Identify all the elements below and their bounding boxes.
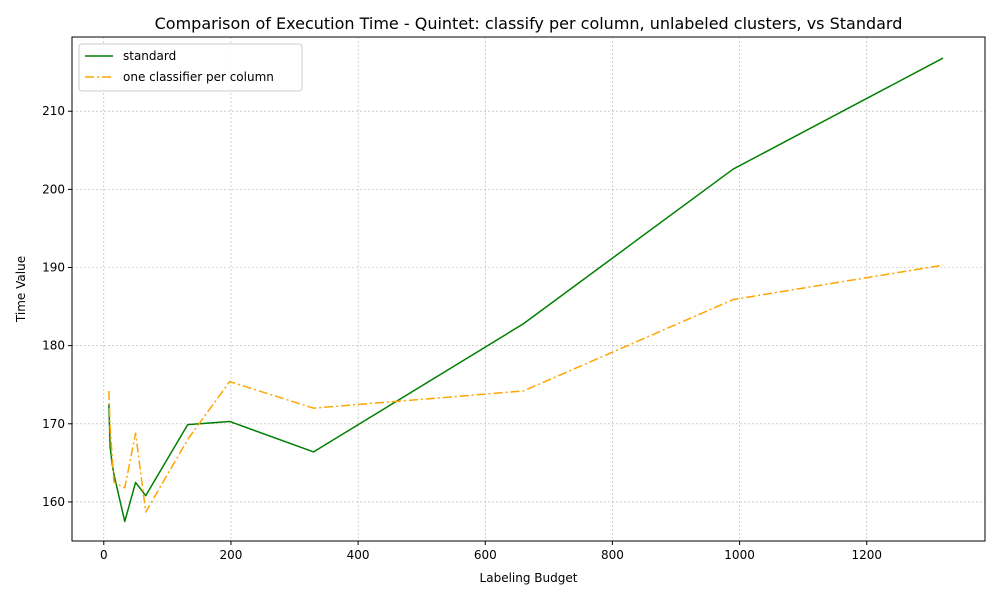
y-tick-label: 200 <box>42 182 65 196</box>
y-axis: 160 170 180 190 200 210 <box>42 104 72 509</box>
x-tick-label: 1000 <box>724 548 755 562</box>
x-axis-label: Labeling Budget <box>480 571 578 585</box>
y-tick-label: 160 <box>42 495 65 509</box>
y-tick-label: 170 <box>42 417 65 431</box>
legend-box <box>78 43 303 92</box>
x-tick-label: 800 <box>601 548 624 562</box>
plot-frame <box>71 36 986 542</box>
y-tick-label: 180 <box>42 339 65 353</box>
x-tick-label: 600 <box>474 548 497 562</box>
x-tick-label: 0 <box>100 548 108 562</box>
legend: standard one classifier per column <box>78 43 303 92</box>
x-axis: 0 200 400 600 800 1000 1200 <box>100 541 882 562</box>
legend-label-one-classifier-per-column: one classifier per column <box>123 70 274 84</box>
y-tick-label: 190 <box>42 261 65 275</box>
legend-label-standard: standard <box>123 49 176 63</box>
grid <box>72 37 985 541</box>
series-line-one-classifier-per-column <box>108 264 944 513</box>
x-tick-label: 200 <box>219 548 242 562</box>
x-tick-label: 400 <box>347 548 370 562</box>
y-tick-label: 210 <box>42 104 65 118</box>
x-tick-label: 1200 <box>851 548 882 562</box>
series-layer <box>108 57 944 523</box>
chart-title: Comparison of Execution Time - Quintet: … <box>155 14 903 33</box>
y-axis-label: Time Value <box>14 256 28 323</box>
